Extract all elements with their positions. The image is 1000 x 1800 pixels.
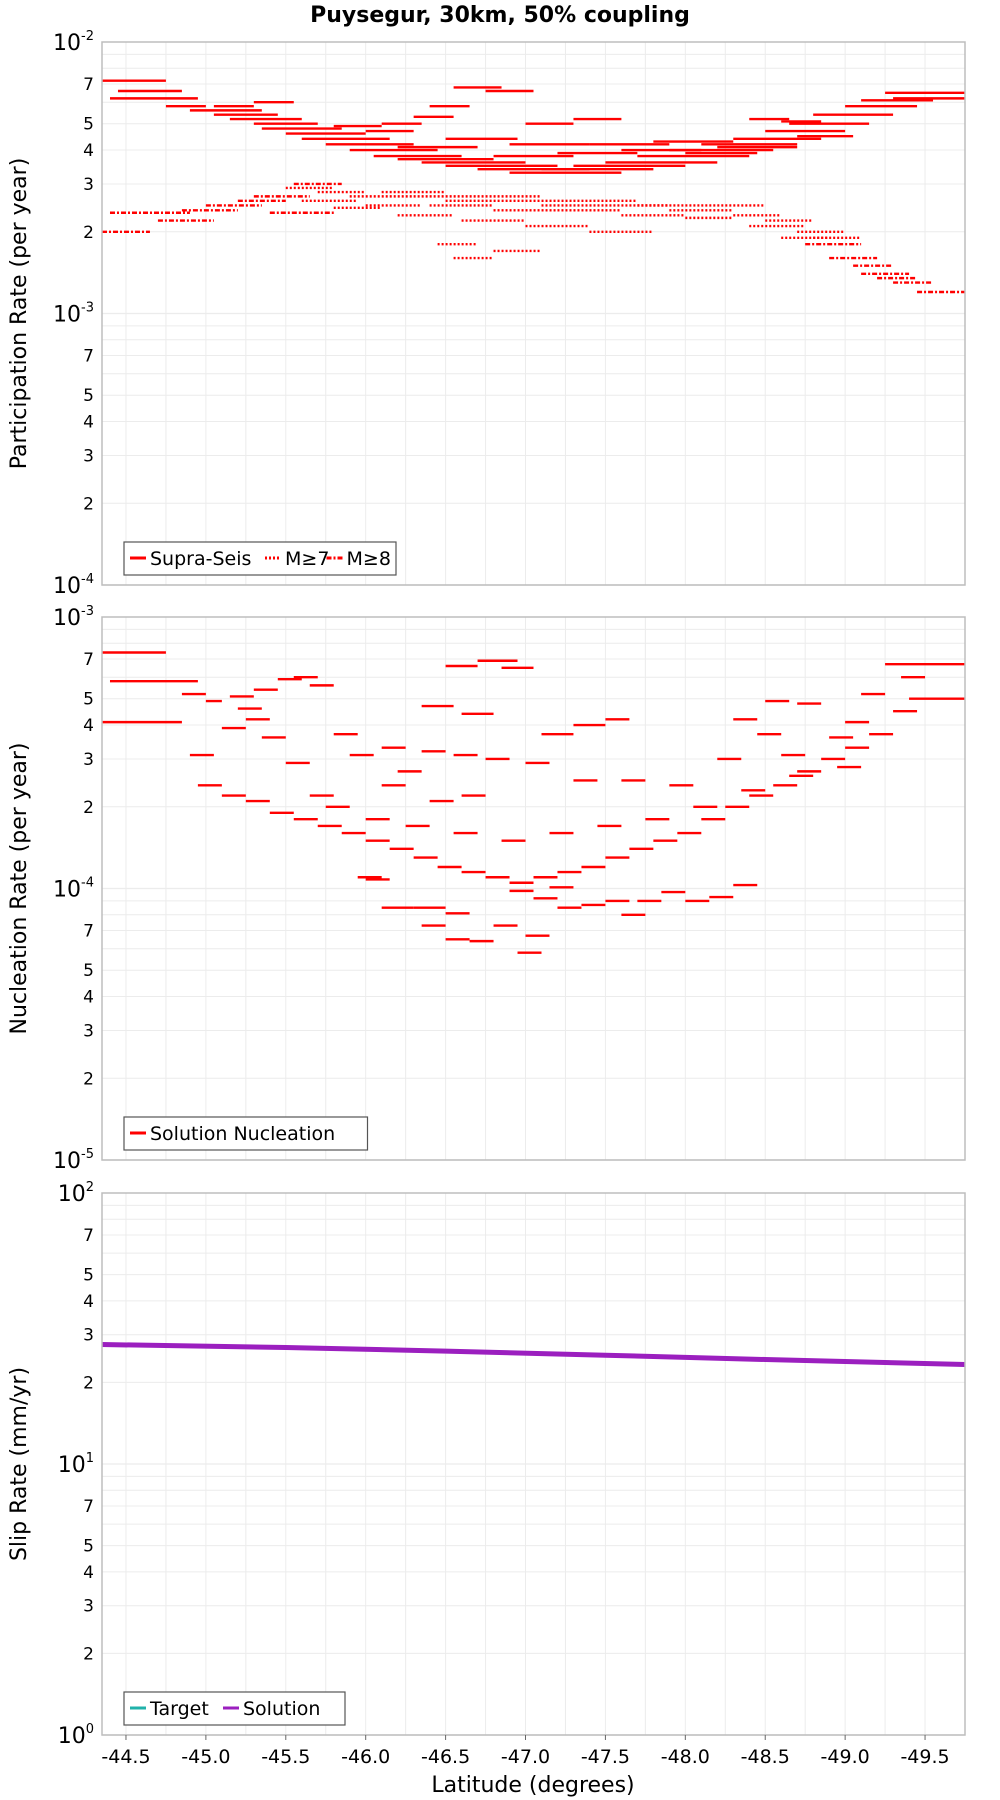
- panel-slip: 100 101 102 2 3 4 5 7 2 3 4 5 7 Slip Rate (mm/yr) Targ…: [7, 1180, 966, 1768]
- x-tick-label: -45.0: [181, 1746, 230, 1768]
- y-tick-label: 4: [83, 1292, 94, 1312]
- x-tick-label: -45.5: [261, 1746, 310, 1768]
- y-tick-label: 2: [83, 223, 94, 243]
- y-tick-label: 7: [83, 1226, 94, 1246]
- y-decade-label: 101: [58, 1451, 94, 1478]
- y-tick-label: 4: [83, 1563, 94, 1583]
- y-tick-label: 2: [83, 494, 94, 514]
- series-m-8: [102, 182, 965, 294]
- series-solution-nucleation: [102, 651, 965, 954]
- y-tick-label: 5: [83, 1537, 94, 1557]
- y-decade-label: 10-3: [53, 604, 94, 631]
- legend-label: Supra-Seis: [150, 548, 251, 570]
- y-axis-label: Nucleation Rate (per year): [7, 743, 32, 1035]
- x-tick-label: -46.5: [421, 1746, 470, 1768]
- x-tick-label: -46.0: [341, 1746, 390, 1768]
- y-tick-label: 5: [83, 386, 94, 406]
- y-tick-label: 3: [83, 1021, 94, 1041]
- y-decade-label: 10-2: [53, 29, 94, 56]
- x-tick-label: -47.0: [501, 1746, 550, 1768]
- panel-participation: 10-4 10-3 10-2 2 3 4 5 7 2 3 4 5 7 Participation Rate…: [7, 29, 966, 599]
- data-line: [101, 1342, 966, 1367]
- x-tick-label: -44.5: [101, 1746, 150, 1768]
- legend-label: Target: [149, 1698, 209, 1720]
- y-tick-label: 5: [83, 115, 94, 135]
- series-solution: [101, 1342, 966, 1367]
- y-tick-label: 7: [83, 922, 94, 942]
- y-tick-label: 7: [83, 1497, 94, 1517]
- x-tick-label: -48.5: [741, 1746, 790, 1768]
- y-tick-label: 4: [83, 716, 94, 736]
- x-tick-label: -49.0: [821, 1746, 870, 1768]
- y-decade-label: 10-3: [53, 301, 94, 328]
- y-tick-label: 7: [83, 650, 94, 670]
- y-tick-label: 3: [83, 175, 94, 195]
- y-tick-label: 2: [83, 1644, 94, 1664]
- panel-nucleation: 10-5 10-4 10-3 2 3 4 5 7 2 3 4 5 7 Nucleation Rate (p…: [7, 604, 966, 1174]
- x-axis-label: Latitude (degrees): [431, 1773, 634, 1798]
- y-tick-label: 5: [83, 961, 94, 981]
- y-decade-label: 10-4: [53, 572, 94, 599]
- y-decade-label: 10-5: [53, 1147, 94, 1174]
- legend-label: Solution: [243, 1698, 320, 1720]
- legend-box: [123, 541, 397, 576]
- y-tick-label: 4: [83, 413, 94, 433]
- y-tick-label: 2: [83, 798, 94, 818]
- y-decade-label: 100: [58, 1722, 94, 1749]
- y-tick-label: 4: [83, 988, 94, 1008]
- y-decade-label: 10-4: [53, 876, 94, 903]
- legend-label: M≥8: [347, 548, 391, 570]
- y-tick-label: 5: [83, 1266, 94, 1286]
- legend-label: Solution Nucleation: [150, 1123, 335, 1145]
- plot-frame: [101, 41, 966, 586]
- y-tick-label: 2: [83, 1373, 94, 1393]
- y-tick-label: 3: [83, 446, 94, 466]
- panels: 10-4 10-3 10-2 2 3 4 5 7 2 3 4 5 7 Participation Rate…: [7, 29, 966, 1768]
- y-tick-label: 3: [83, 1597, 94, 1617]
- x-tick-label: -47.5: [581, 1746, 630, 1768]
- y-tick-label: 7: [83, 347, 94, 367]
- series-supra-seis: [102, 79, 965, 174]
- plot-frame: [101, 616, 966, 1161]
- y-decade-label: 102: [58, 1180, 94, 1207]
- y-axis-label: Participation Rate (per year): [7, 158, 32, 470]
- y-tick-label: 2: [83, 1069, 94, 1089]
- x-tick-label: -48.0: [661, 1746, 710, 1768]
- legend-box: [123, 1116, 369, 1151]
- series-m-7: [285, 186, 862, 260]
- x-tick-label: -49.5: [900, 1746, 949, 1768]
- plot-frame: [101, 1192, 966, 1736]
- y-tick-label: 4: [83, 141, 94, 161]
- y-tick-label: 3: [83, 1326, 94, 1346]
- y-axis-label: Slip Rate (mm/yr): [7, 1367, 32, 1561]
- chart-title: Puysegur, 30km, 50% coupling: [310, 3, 690, 28]
- y-tick-label: 7: [83, 75, 94, 95]
- y-tick-label: 5: [83, 690, 94, 710]
- legend-label: M≥7: [285, 548, 329, 570]
- y-tick-label: 3: [83, 750, 94, 770]
